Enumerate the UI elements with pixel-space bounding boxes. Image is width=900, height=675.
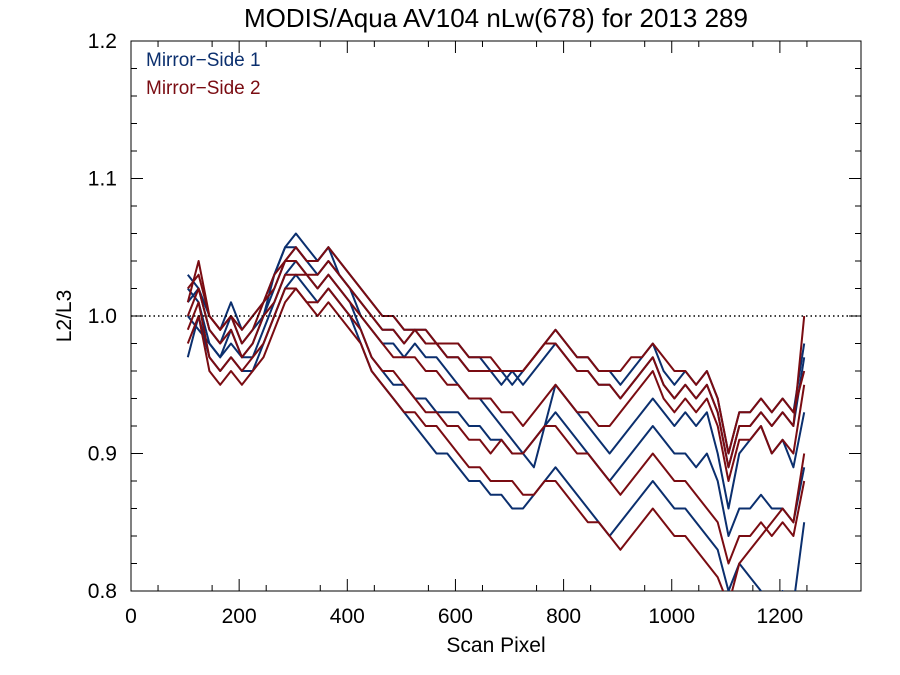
y-tick-label: 0.8 <box>88 580 117 603</box>
legend-label-mirror-side-2: Mirror−Side 2 <box>146 78 261 99</box>
series-lines <box>186 232 806 591</box>
series-line-mirror-side-2 <box>186 260 806 469</box>
series-line-mirror-side-2 <box>186 287 806 591</box>
series-line-mirror-side-1 <box>186 273 806 591</box>
y-tick-label: 1.2 <box>88 30 117 53</box>
x-tick-label: 1000 <box>648 605 695 628</box>
legend: Mirror−Side 1 Mirror−Side 2 <box>146 50 261 99</box>
series-line-mirror-side-2 <box>186 273 806 482</box>
series-line-mirror-side-1 <box>187 246 806 455</box>
y-axis-label: L2/L3 <box>53 290 76 343</box>
series-line-mirror-side-1 <box>187 260 806 537</box>
axis-ticks <box>130 40 861 592</box>
x-tick-label: 1200 <box>757 605 804 628</box>
series-line-mirror-side-1 <box>187 232 806 510</box>
x-axis-tick-labels: 0 200 400 600 800 1000 1200 <box>125 605 803 628</box>
x-tick-label: 600 <box>438 605 473 628</box>
series-line-mirror-side-2 <box>187 246 806 455</box>
x-tick-label: 400 <box>330 605 365 628</box>
x-tick-label: 200 <box>222 605 257 628</box>
chart-title: MODIS/Aqua AV104 nLw(678) for 2013 289 <box>244 3 748 33</box>
series-line-mirror-side-2 <box>186 287 806 565</box>
y-tick-label: 1.1 <box>88 168 117 191</box>
y-axis-tick-labels: 0.8 0.9 1.0 1.1 1.2 <box>88 30 117 603</box>
x-tick-label: 800 <box>546 605 581 628</box>
x-tick-label: 0 <box>125 605 137 628</box>
legend-label-mirror-side-1: Mirror−Side 1 <box>146 50 261 71</box>
x-axis-label: Scan Pixel <box>446 634 545 657</box>
y-tick-label: 0.9 <box>88 443 117 466</box>
y-tick-label: 1.0 <box>88 305 117 328</box>
